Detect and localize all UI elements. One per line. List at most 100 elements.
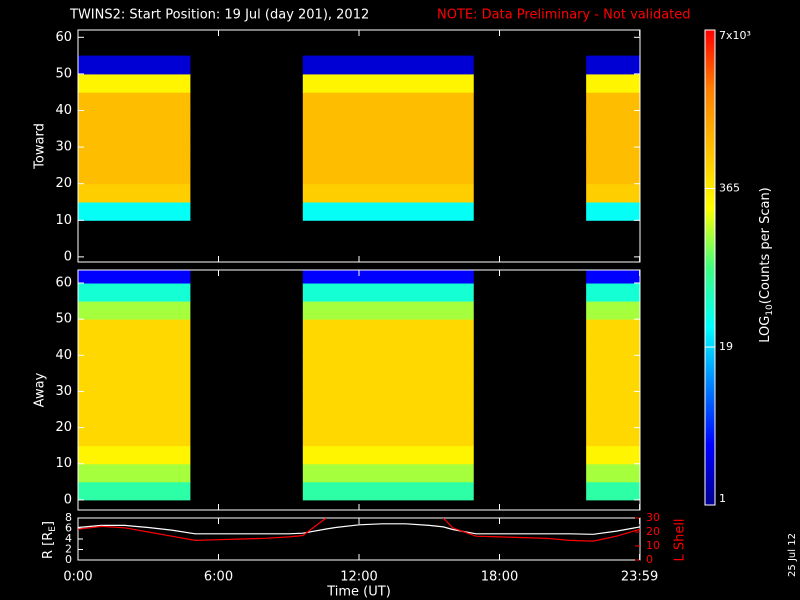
y2-tick-label: 20 (646, 525, 660, 538)
heatmap-cell (586, 110, 640, 130)
label-part: (Counts per Scan) (758, 187, 773, 304)
chart-title: TWINS2: Start Position: 19 Jul (day 201)… (69, 8, 369, 23)
heatmap-cell (78, 445, 191, 465)
heatmap-cell (586, 445, 640, 465)
date-stamp: 25 Jul 12 (787, 533, 798, 577)
y2-tick-label: 0 (646, 553, 653, 566)
heatmap-cell (586, 73, 640, 93)
heatmap-cell (78, 165, 191, 185)
heatmap-cell (302, 201, 474, 221)
heatmap-cell (78, 270, 191, 284)
heatmap-cell (586, 337, 640, 356)
heatmap-cell (586, 319, 640, 338)
x-tick-label: 23:59 (621, 570, 658, 585)
heatmap-cell (302, 481, 474, 501)
heatmap-cell (78, 201, 191, 221)
heatmap-cell (78, 355, 191, 374)
heatmap-cell (302, 463, 474, 483)
heatmap-cell (302, 73, 474, 93)
y-axis-label: R [RE] (41, 521, 58, 559)
heatmap-cell (78, 319, 191, 338)
y-tick-label: 4 (65, 532, 72, 545)
heatmap-cell (586, 165, 640, 185)
heatmap-cell (302, 427, 474, 447)
heatmap-cell (586, 147, 640, 166)
y-tick-label: 30 (55, 140, 72, 155)
y-tick-label: 10 (55, 456, 72, 471)
label-part: R [R (41, 532, 56, 559)
heatmap-cell (302, 128, 474, 148)
heatmap-cell (78, 373, 191, 392)
heatmap-cell (302, 165, 474, 185)
y-tick-label: 6 (65, 522, 72, 535)
heatmap-cell (78, 283, 191, 302)
x-tick-label: 6:00 (204, 570, 233, 585)
heatmap-cell (586, 55, 640, 75)
panel-label: Away (33, 372, 48, 407)
heatmap-cell (78, 481, 191, 501)
colorbar-tick-label: 19 (719, 340, 733, 353)
orbit-lines (78, 518, 640, 542)
y-tick-label: 0 (65, 553, 72, 566)
heatmap-cell (586, 301, 640, 320)
heatmap-cell (78, 183, 191, 203)
y-tick-label: 0 (64, 249, 72, 264)
heatmap-cell (302, 147, 474, 166)
x-tick-label: 12:00 (340, 570, 377, 585)
heatmap (78, 270, 640, 501)
colorbar-tick-label: 7x10³ (719, 29, 751, 42)
y-tick-label: 30 (55, 384, 72, 399)
heatmap-cell (302, 183, 474, 203)
y-tick-label: 40 (55, 348, 72, 363)
y-tick-label: 0 (64, 492, 72, 507)
y-tick-label: 8 (65, 511, 72, 524)
heatmap-cell (302, 55, 474, 75)
heatmap-cell (586, 270, 640, 284)
heatmap-cell (302, 110, 474, 130)
heatmap-cell (302, 445, 474, 465)
x-tick-label: 0:00 (63, 570, 92, 585)
y2-tick-label: 10 (646, 539, 660, 552)
heatmap-cell (78, 463, 191, 483)
heatmap-cell (78, 391, 191, 411)
y2-tick-label: 30 (646, 511, 660, 524)
heatmap-cell (586, 92, 640, 112)
colorbar-tick-label: 365 (719, 181, 740, 194)
y-tick-label: 50 (55, 312, 72, 327)
label-sub: E (48, 526, 58, 532)
note: NOTE: Data Preliminary - Not validated (437, 8, 691, 23)
heatmap-cell (78, 55, 191, 75)
heatmap-cell (302, 301, 474, 320)
heatmap-cell (78, 147, 191, 166)
colorbar (704, 29, 716, 506)
heatmap-cell (302, 391, 474, 411)
y-tick-label: 10 (55, 213, 72, 228)
heatmap (78, 55, 640, 221)
y-tick-label: 50 (55, 66, 72, 81)
heatmap-cell (302, 355, 474, 374)
heatmap-cell (78, 409, 191, 429)
label-sub: 10 (765, 304, 775, 316)
heatmap-cell (78, 128, 191, 148)
x-axis-label: Time (UT) (326, 585, 391, 600)
heatmap-cell (586, 391, 640, 411)
colorbar-label: LOG10(Counts per Scan) (758, 187, 775, 343)
heatmap-cell (302, 92, 474, 112)
orbit-line (78, 518, 640, 542)
panel-label: Toward (33, 123, 48, 170)
heatmap-cell (302, 337, 474, 356)
heatmap-cell (586, 355, 640, 374)
heatmap-cell (302, 319, 474, 338)
x-tick-label: 18:00 (481, 570, 518, 585)
heatmap-cell (586, 128, 640, 148)
y-tick-label: 60 (55, 276, 72, 291)
heatmap-cell (78, 337, 191, 356)
heatmap-cell (302, 283, 474, 302)
y-tick-label: 40 (55, 103, 72, 118)
heatmap-cell (78, 92, 191, 112)
y-tick-label: 20 (55, 176, 72, 191)
heatmap-cell (78, 301, 191, 320)
heatmap-cell (586, 463, 640, 483)
